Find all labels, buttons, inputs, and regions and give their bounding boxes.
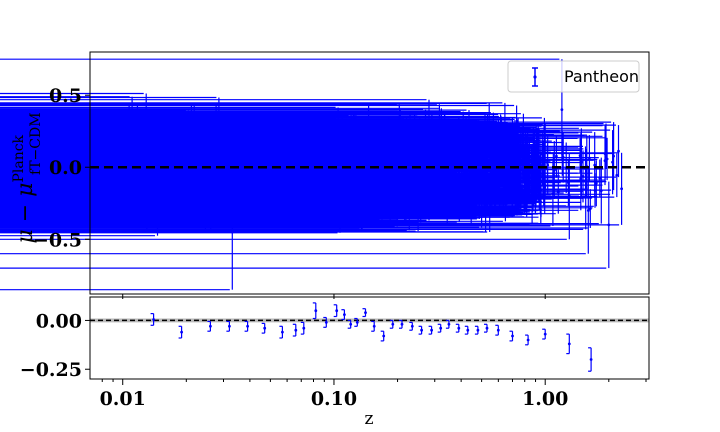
top-point-827-marker: [561, 155, 565, 159]
top-errorbars: [0, 58, 623, 291]
top-point-862-marker: [580, 160, 583, 164]
top-point-987-marker: [449, 165, 453, 169]
top-point-889-marker: [598, 176, 602, 180]
top-point-934-marker: [536, 143, 540, 146]
top-point-483-marker: [615, 173, 619, 177]
top-point-978-marker: [523, 179, 527, 183]
top-point-981-marker: [473, 157, 477, 161]
top-point-549-marker: [611, 160, 614, 164]
top-panel: 0.50.0−0.5 Pantheon: [0, 51, 650, 299]
top-point-16-marker: [586, 209, 590, 212]
top-point-972-marker: [511, 181, 515, 185]
top-point-941-marker: [555, 154, 558, 158]
top-point-490-marker: [599, 189, 603, 193]
top-point-975-marker: [604, 144, 608, 148]
top-point-18-marker: [620, 187, 623, 191]
top-point-14-marker: [560, 108, 564, 111]
top-point-993-marker: [382, 159, 385, 163]
top-point-954-marker: [532, 175, 536, 179]
top-point-284-marker: [581, 175, 585, 178]
top-point-944-marker: [500, 182, 504, 186]
top-point-994-marker: [552, 168, 556, 172]
top-point-885-marker: [525, 184, 529, 188]
top-point-119-marker: [617, 149, 620, 153]
top-point-984-marker: [414, 157, 418, 161]
top-point-980-marker: [467, 169, 471, 173]
top-point-700-marker: [588, 156, 591, 160]
top-point-971-marker: [567, 181, 570, 185]
top-point-951-marker: [386, 181, 389, 185]
top-point-990-marker: [422, 184, 426, 188]
top-point-55-marker: [593, 163, 597, 167]
top-point-912-marker: [447, 161, 451, 164]
top-point-902-marker: [546, 161, 549, 165]
